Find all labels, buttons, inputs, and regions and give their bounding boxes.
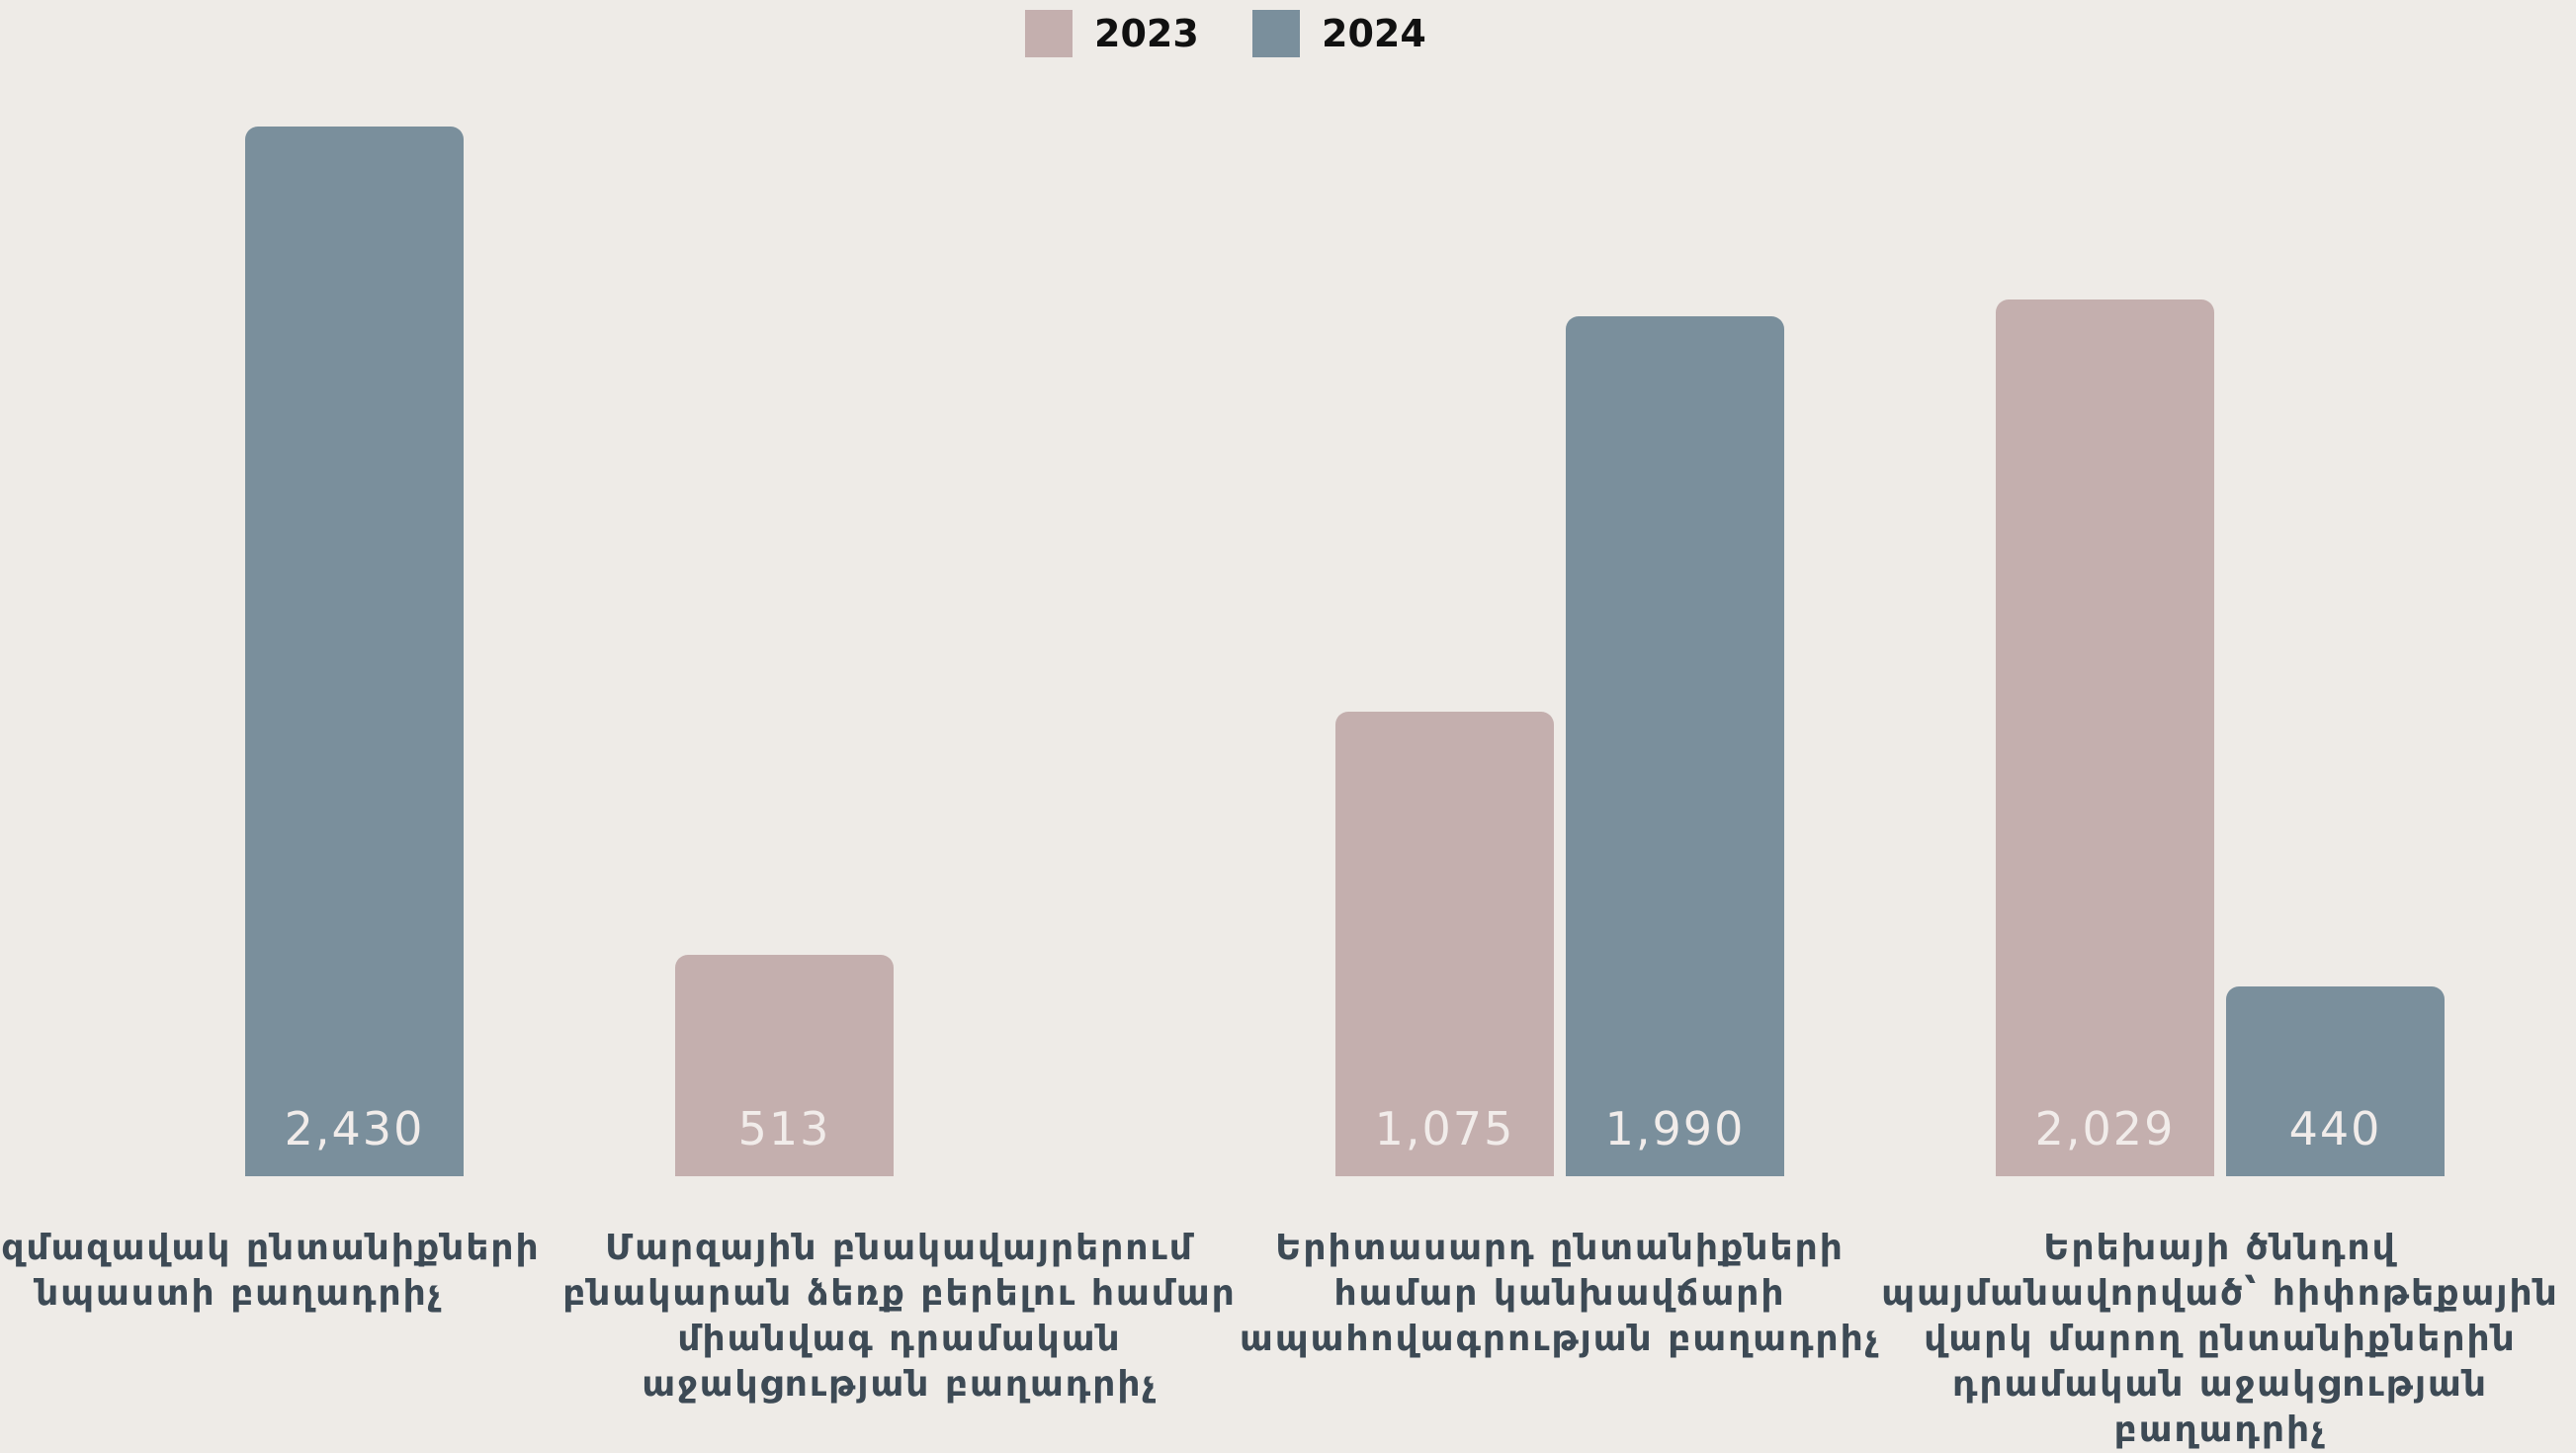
bar — [1996, 299, 2214, 1176]
x-tick-label: Երիտասարդ ընտանիքների համար կանխավճարի ա… — [1240, 1228, 1880, 1359]
value-label: 2,029 — [2034, 1102, 2176, 1155]
bar — [1566, 316, 1784, 1176]
legend-label: 2023 — [1094, 12, 1199, 55]
bar — [245, 127, 464, 1176]
legend-swatch — [1025, 10, 1073, 57]
bar — [1335, 712, 1554, 1176]
legend-label: 2024 — [1322, 12, 1426, 55]
x-tick-label: Երեխայի ծննդով պայմանավորված՝ հիփոթեքայի… — [1881, 1228, 2559, 1450]
value-label: 1,075 — [1374, 1102, 1515, 1155]
bar — [2226, 985, 2445, 1176]
value-label: 1,990 — [1604, 1102, 1746, 1155]
x-tick-label: Մարզային բնակավայրերում բնակարան ձեռք բե… — [562, 1228, 1237, 1405]
legend-swatch — [1252, 10, 1300, 57]
value-label: 440 — [2288, 1102, 2382, 1155]
value-label: 2,430 — [284, 1102, 425, 1155]
value-label: 513 — [737, 1102, 831, 1155]
x-tick-label: Բազմազավակ ընտանիքների նպաստի բաղադրիչ — [0, 1228, 541, 1314]
bar — [675, 954, 894, 1176]
